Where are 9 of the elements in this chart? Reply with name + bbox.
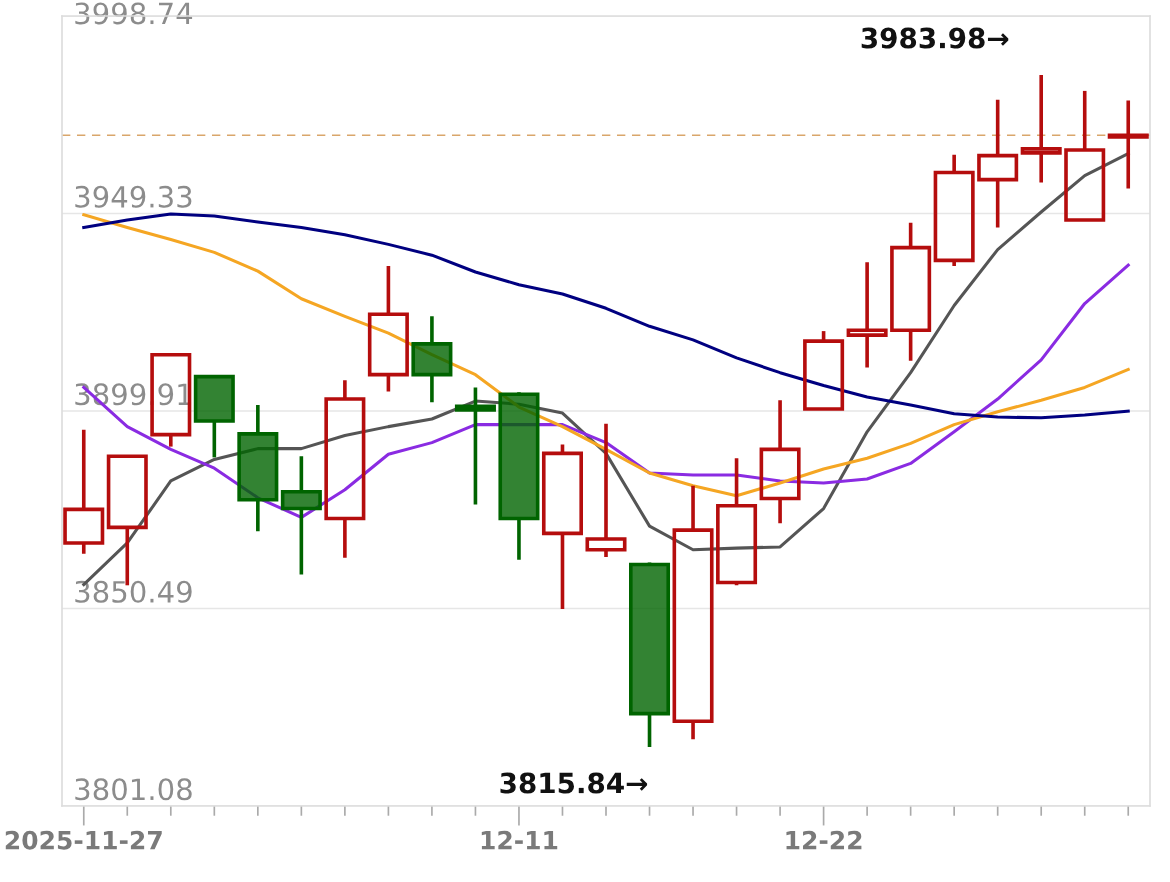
x-tick-label: 12-22: [786, 830, 862, 850]
annotation: 3815.84→: [500, 772, 648, 794]
y-tick-label: 3998.74: [75, 2, 193, 25]
y-tick-label: 3801.08: [75, 778, 192, 801]
y-tick-label: 3949.33: [75, 185, 192, 208]
y-tick-label: 3850.49: [75, 580, 192, 603]
x-tick-label: 12-11: [481, 830, 558, 850]
x-tick-label: 2025-11-27: [5, 830, 162, 850]
annotation: 3983.98→: [861, 27, 1009, 49]
